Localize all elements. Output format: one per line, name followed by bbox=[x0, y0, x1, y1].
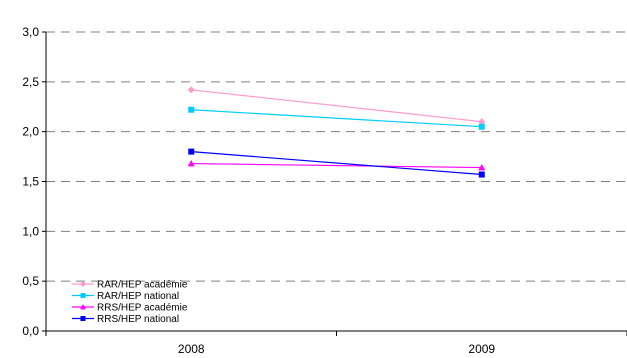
legend-label: RAR/HEP académie bbox=[97, 280, 188, 291]
y-tick-label: 3,0 bbox=[22, 25, 39, 39]
y-tick-label: 1,0 bbox=[22, 224, 39, 238]
legend-label: RAR/HEP national bbox=[97, 291, 179, 302]
data-point bbox=[478, 118, 486, 126]
data-point bbox=[478, 171, 485, 178]
y-tick-label: 2,5 bbox=[22, 75, 39, 89]
legend-item: RRS/HEP national bbox=[72, 314, 179, 325]
legend-item: RAR/HEP académie bbox=[72, 280, 188, 291]
data-point bbox=[187, 160, 195, 167]
series-line bbox=[191, 89, 482, 123]
series-3 bbox=[187, 160, 486, 171]
y-tick-label: 2,0 bbox=[22, 125, 39, 139]
series-line bbox=[191, 162, 482, 169]
y-tick-label: 0,5 bbox=[22, 274, 39, 288]
series-line bbox=[191, 151, 482, 176]
data-point bbox=[188, 148, 195, 155]
legend-item: RAR/HEP national bbox=[72, 291, 179, 302]
legend-marker bbox=[80, 304, 86, 310]
gridlines bbox=[46, 31, 627, 282]
data-point bbox=[187, 86, 195, 94]
series-group bbox=[187, 86, 486, 178]
legend-marker bbox=[80, 281, 86, 287]
series-4 bbox=[188, 148, 485, 178]
x-tick-label: 2008 bbox=[178, 342, 205, 356]
x-tick-label: 2009 bbox=[468, 342, 495, 356]
legend-marker bbox=[80, 316, 86, 321]
y-tick-label: 0,0 bbox=[22, 324, 39, 338]
legend-label: RRS/HEP académie bbox=[97, 303, 188, 314]
legend-item: RRS/HEP académie bbox=[72, 303, 188, 314]
series-1 bbox=[187, 86, 486, 126]
series-line bbox=[191, 109, 482, 128]
legend-label: RRS/HEP national bbox=[97, 314, 179, 325]
data-point bbox=[188, 106, 195, 113]
data-point bbox=[478, 123, 485, 130]
legend-marker bbox=[80, 293, 86, 298]
y-tick-label: 1,5 bbox=[22, 175, 39, 189]
data-point bbox=[478, 164, 486, 171]
series-2 bbox=[188, 106, 485, 130]
x-axis-ticks: 2008 2009 bbox=[45, 331, 627, 356]
y-axis-ticks: 0,0 0,5 1,0 1,5 2,0 2,5 3,0 bbox=[22, 25, 46, 338]
